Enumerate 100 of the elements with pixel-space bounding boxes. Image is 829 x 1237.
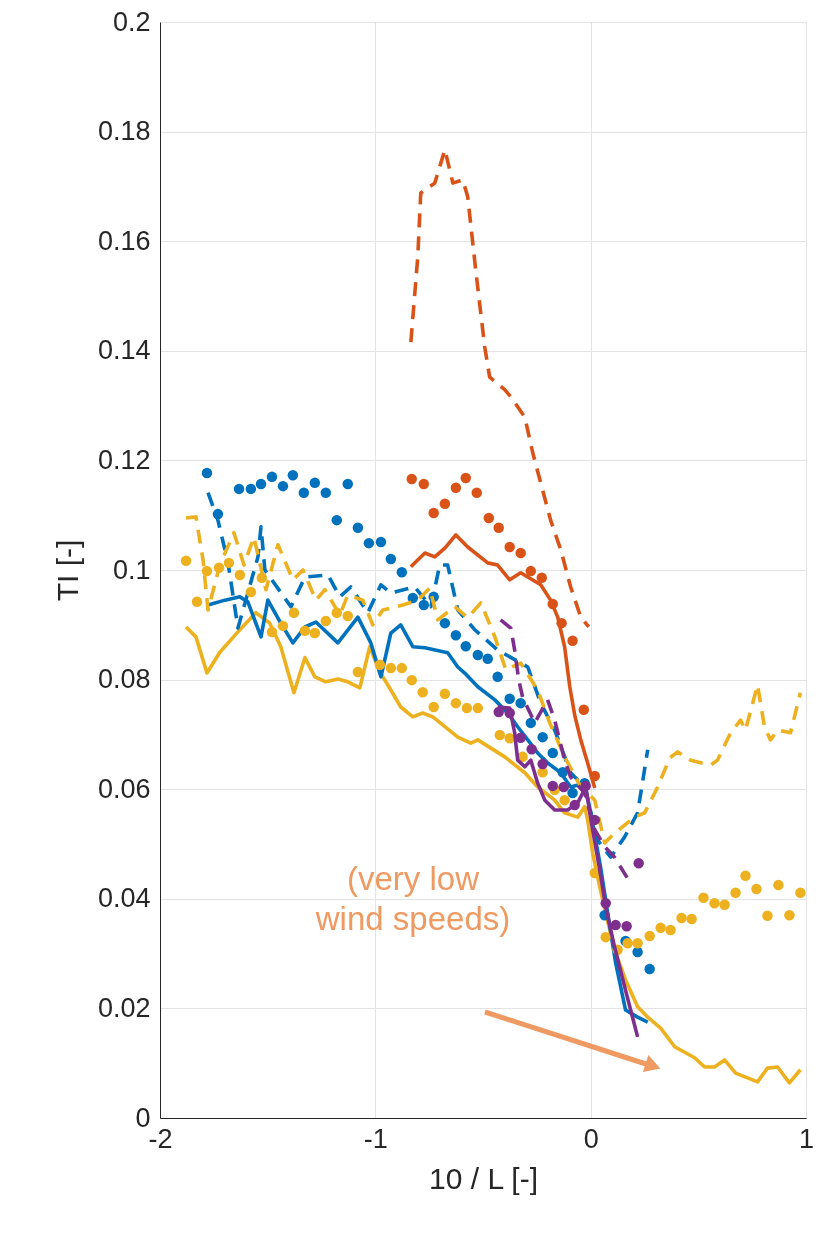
point [556, 617, 567, 629]
annotation: (very low wind speeds) [314, 860, 511, 937]
point [621, 920, 632, 932]
point [537, 758, 548, 770]
point [633, 857, 644, 869]
point [482, 653, 493, 665]
y-tick-label: 0.08 [97, 664, 151, 695]
point [233, 483, 245, 495]
point [795, 887, 806, 899]
point [375, 536, 387, 548]
point [309, 477, 321, 489]
x-tick-label: 1 [798, 1123, 815, 1154]
y-tick-label: 0.2 [112, 6, 151, 37]
point [191, 596, 203, 608]
point [331, 514, 343, 526]
point [730, 887, 741, 899]
point [494, 729, 506, 741]
point [569, 799, 580, 811]
point [180, 555, 192, 566]
point [245, 483, 257, 495]
point [515, 547, 526, 559]
point [213, 562, 225, 574]
point [547, 747, 559, 759]
point [288, 607, 300, 618]
point [773, 879, 784, 891]
point [504, 707, 515, 719]
y-tick-label: 0.06 [97, 773, 151, 804]
point [396, 662, 408, 674]
point [406, 674, 417, 686]
point [600, 897, 611, 909]
point [406, 473, 417, 485]
line-series [409, 533, 597, 790]
point [331, 607, 343, 618]
x-tick-label: -2 [148, 1123, 173, 1154]
point [450, 629, 462, 641]
point [537, 731, 548, 743]
point [698, 892, 709, 903]
point [526, 743, 537, 755]
y-tick-label: 0.18 [97, 116, 151, 147]
point [266, 626, 278, 638]
point [277, 620, 289, 632]
point [547, 780, 559, 792]
point [558, 781, 569, 793]
point [298, 487, 310, 498]
point [525, 717, 537, 729]
y-tick-label: 0.14 [97, 335, 151, 366]
x-axis-title: 10 / L [-] [429, 1161, 538, 1195]
point [428, 701, 439, 713]
point [472, 702, 484, 714]
y-tick-label: 0.1 [112, 554, 151, 585]
point [547, 598, 559, 610]
point [762, 910, 773, 922]
y-tick-label: 0.04 [97, 883, 151, 914]
point [439, 617, 451, 629]
y-tick-label: 0.12 [97, 444, 151, 475]
point [472, 649, 484, 661]
point [428, 507, 439, 519]
point [201, 565, 213, 577]
point [578, 704, 590, 715]
y-tick-label: 0.02 [97, 992, 151, 1023]
point [407, 592, 419, 604]
point [320, 487, 332, 498]
point [309, 627, 321, 639]
point [557, 766, 568, 778]
point [223, 557, 235, 569]
point [740, 870, 751, 882]
point [665, 924, 676, 936]
point [439, 498, 451, 509]
point [439, 688, 451, 700]
point [589, 814, 600, 826]
point [266, 471, 278, 483]
point [460, 640, 472, 652]
point [644, 930, 655, 942]
y-axis-title: TI [-] [50, 539, 84, 602]
point [255, 478, 267, 490]
point [504, 693, 515, 705]
point [352, 522, 364, 534]
point [536, 572, 548, 583]
point [256, 572, 268, 583]
line-series [184, 515, 803, 845]
point [417, 686, 428, 698]
point [385, 553, 397, 565]
point [320, 615, 332, 627]
point [277, 480, 289, 492]
point [201, 467, 213, 479]
point [719, 899, 730, 911]
point [461, 702, 473, 714]
point [352, 666, 364, 678]
point [610, 919, 621, 931]
point [483, 512, 495, 524]
x-tick-label: 0 [583, 1123, 599, 1154]
x-tick-label: -1 [363, 1123, 388, 1154]
point [385, 662, 397, 674]
point [686, 913, 697, 925]
point [493, 706, 504, 718]
point [515, 697, 526, 709]
point [299, 625, 311, 637]
point [287, 469, 299, 481]
y-tick-label: 0.16 [97, 225, 151, 256]
point [709, 897, 720, 909]
